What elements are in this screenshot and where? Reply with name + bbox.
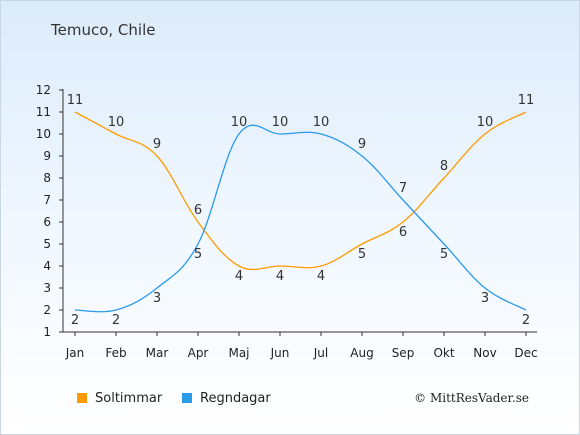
- x-tick-label: Maj: [228, 346, 249, 360]
- y-tick-label: 11: [36, 105, 51, 119]
- data-label: 5: [440, 247, 448, 262]
- legend-item-soltimmar: Soltimmar: [77, 391, 162, 406]
- x-tick-label: Mar: [146, 346, 169, 360]
- y-tick-label: 8: [43, 171, 51, 185]
- x-axis-ticks: Jan Feb Mar Apr Maj Jun Jul Aug Sep Okt Nov Dec: [65, 332, 538, 360]
- data-label: 6: [194, 203, 202, 218]
- x-tick-label: Jun: [270, 346, 290, 360]
- legend-label-soltimmar: Soltimmar: [95, 391, 163, 406]
- data-label: 4: [317, 269, 325, 284]
- data-label: 7: [399, 181, 407, 196]
- data-label: 9: [153, 137, 161, 152]
- chart-title: Temuco, Chile: [51, 21, 156, 39]
- y-tick-label: 6: [43, 215, 51, 229]
- data-label: 10: [272, 115, 289, 130]
- x-tick-label: Okt: [433, 346, 454, 360]
- data-label: 10: [477, 115, 494, 130]
- y-tick-label: 10: [36, 127, 51, 141]
- x-tick-label: Nov: [473, 346, 496, 360]
- x-tick-label: Jul: [313, 346, 328, 360]
- data-label: 6: [399, 225, 407, 240]
- data-label: 4: [276, 269, 284, 284]
- data-label: 2: [112, 313, 120, 328]
- data-label: 10: [108, 115, 125, 130]
- legend-item-regndagar: Regndagar: [182, 391, 271, 406]
- data-label: 3: [481, 291, 489, 306]
- y-tick-label: 7: [43, 193, 51, 207]
- y-tick-label: 1: [43, 325, 51, 339]
- data-label: 10: [231, 115, 248, 130]
- x-tick-label: Jan: [65, 346, 85, 360]
- legend-label-regndagar: Regndagar: [200, 391, 271, 406]
- data-label: 11: [518, 93, 535, 108]
- x-tick-label: Dec: [514, 346, 537, 360]
- series-line-regndagar: [74, 124, 527, 313]
- legend-swatch-soltimmar: [77, 393, 87, 403]
- y-tick-label: 3: [43, 281, 51, 295]
- data-label: 5: [358, 247, 366, 262]
- y-tick-label: 2: [43, 303, 51, 317]
- x-tick-label: Aug: [350, 346, 373, 360]
- y-tick-label: 12: [36, 83, 51, 97]
- series-lines: [74, 111, 527, 313]
- data-label: 11: [67, 93, 84, 108]
- x-tick-label: Feb: [105, 346, 126, 360]
- data-label: 4: [235, 269, 243, 284]
- data-label: 8: [440, 159, 448, 174]
- y-tick-label: 9: [43, 149, 51, 163]
- legend-swatch-regndagar: [182, 393, 192, 403]
- x-tick-label: Sep: [392, 346, 415, 360]
- x-tick-label: Apr: [188, 346, 209, 360]
- data-labels: 11 10 9 6 4 4 4 5 6 8 10 11 2 2 3 5 10 10 10 9 7 5 3 2: [67, 93, 535, 328]
- data-label: 2: [522, 313, 530, 328]
- data-label: 5: [194, 247, 202, 262]
- data-label: 9: [358, 137, 366, 152]
- data-label: 3: [153, 291, 161, 306]
- data-label: 10: [313, 115, 330, 130]
- series-line-soltimmar: [74, 111, 527, 271]
- copyright-text: © MittResVader.se: [414, 391, 529, 405]
- y-tick-label: 5: [43, 237, 51, 251]
- data-label: 2: [71, 313, 79, 328]
- y-tick-label: 4: [43, 259, 51, 273]
